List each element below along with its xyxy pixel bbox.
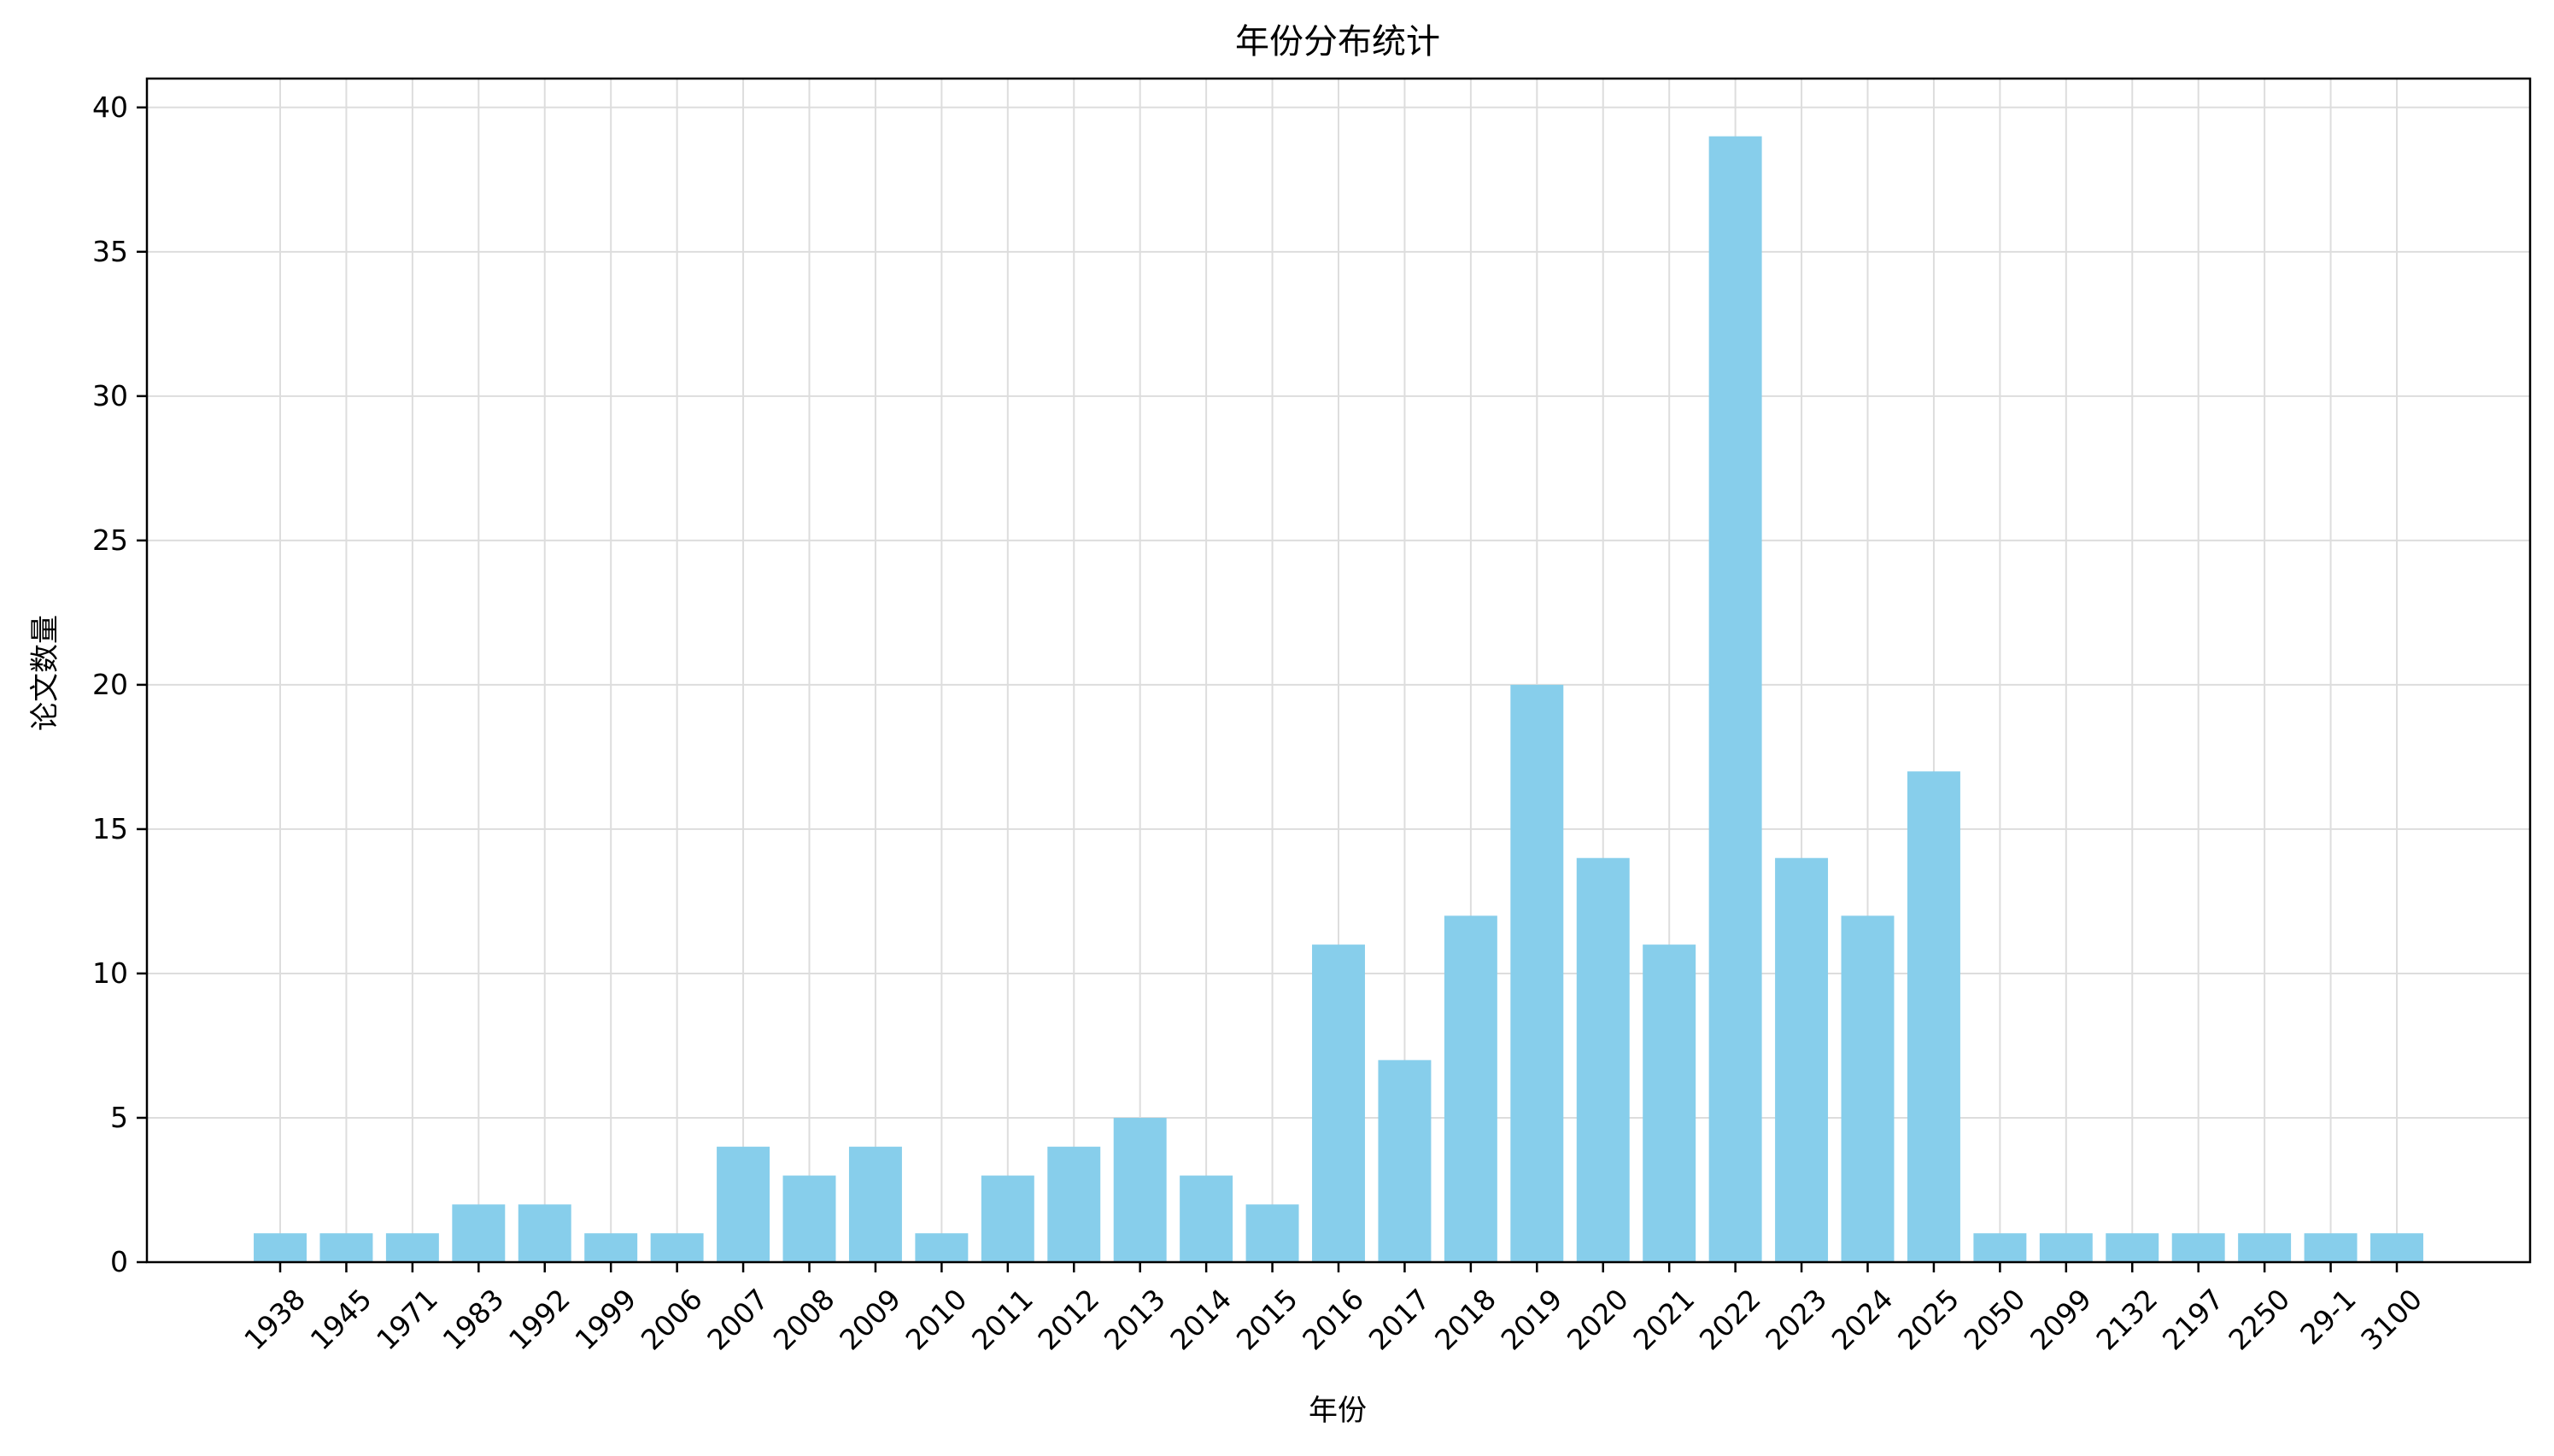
bar-2250 [2238, 1233, 2292, 1262]
x-tick-label: 2020 [1561, 1283, 1635, 1357]
x-tick-label: 2013 [1098, 1283, 1172, 1357]
bar-2015 [1245, 1204, 1299, 1262]
y-tick-label: 0 [110, 1245, 128, 1278]
bar-2018 [1444, 915, 1497, 1262]
x-tick-label: 2010 [899, 1283, 974, 1357]
grid-layer [147, 79, 2530, 1263]
x-tick-label: 2132 [2089, 1283, 2164, 1357]
bar-1938 [254, 1233, 307, 1262]
ticks-layer: 0510152025303540193819451971198319921999… [92, 91, 2428, 1357]
x-tick-label: 2006 [635, 1283, 709, 1357]
x-tick-label: 1999 [568, 1283, 642, 1357]
x-tick-label: 2008 [767, 1283, 841, 1357]
bars-layer [254, 136, 2423, 1263]
y-tick-label: 30 [92, 379, 128, 412]
bar-2012 [1047, 1146, 1101, 1262]
bar-2019 [1510, 684, 1564, 1262]
bar-2021 [1643, 944, 1696, 1262]
bar-1971 [385, 1233, 439, 1262]
bar-1945 [319, 1233, 373, 1262]
y-tick-label: 10 [92, 956, 128, 990]
x-tick-label: 2012 [1031, 1283, 1105, 1357]
x-tick-label: 2250 [2222, 1283, 2296, 1357]
y-tick-label: 40 [92, 91, 128, 124]
x-tick-label: 2018 [1428, 1283, 1503, 1357]
x-tick-label: 2197 [2156, 1283, 2230, 1357]
y-tick-label: 35 [92, 235, 128, 268]
y-tick-label: 25 [92, 523, 128, 557]
x-tick-label: 1938 [237, 1283, 312, 1357]
x-tick-label: 2023 [1759, 1283, 1833, 1357]
x-tick-label: 2017 [1362, 1283, 1437, 1357]
x-tick-label: 2099 [2024, 1283, 2098, 1357]
bar-1983 [452, 1204, 506, 1262]
x-tick-label: 2011 [965, 1283, 1040, 1357]
bar-2197 [2171, 1233, 2225, 1262]
x-tick-label: 2050 [1958, 1283, 2032, 1357]
bar-2099 [2039, 1233, 2093, 1262]
x-tick-label: 2015 [1230, 1283, 1304, 1357]
x-tick-label: 2021 [1626, 1283, 1701, 1357]
y-tick-label: 5 [110, 1101, 128, 1134]
x-tick-label: 2019 [1495, 1283, 1569, 1357]
x-tick-label: 29-1 [2293, 1283, 2363, 1352]
bar-2023 [1775, 857, 1829, 1262]
bar-2132 [2106, 1233, 2159, 1262]
bar-2013 [1113, 1117, 1167, 1262]
bar-2050 [1973, 1233, 2027, 1262]
y-tick-label: 15 [92, 812, 128, 845]
x-tick-label: 3100 [2354, 1283, 2428, 1357]
bar-2024 [1841, 915, 1895, 1262]
x-tick-label: 2007 [700, 1283, 775, 1357]
bar-2011 [981, 1175, 1034, 1262]
x-tick-label: 2024 [1825, 1283, 1900, 1357]
bar-2025 [1907, 771, 1960, 1262]
bar-2006 [650, 1233, 704, 1262]
bar-3100 [2370, 1233, 2423, 1262]
y-tick-label: 20 [92, 668, 128, 701]
y-axis-label: 论文数量 [28, 615, 62, 731]
x-tick-label: 1992 [502, 1283, 577, 1357]
x-tick-label: 2009 [833, 1283, 907, 1357]
x-tick-label: 2016 [1296, 1283, 1370, 1357]
bar-1992 [518, 1204, 571, 1262]
bar-2022 [1708, 136, 1762, 1263]
bar-1999 [584, 1233, 638, 1262]
chart-title: 年份分布统计 [1235, 22, 1440, 61]
x-tick-label: 1971 [370, 1283, 444, 1357]
bar-2009 [848, 1146, 902, 1262]
x-tick-label: 2014 [1163, 1283, 1238, 1357]
bar-2014 [1180, 1175, 1233, 1262]
bar-2016 [1312, 944, 1365, 1262]
x-tick-label: 1983 [436, 1283, 511, 1357]
bar-2008 [782, 1175, 836, 1262]
bar-2017 [1378, 1060, 1432, 1262]
x-tick-label: 2025 [1891, 1283, 1965, 1357]
bar-2020 [1576, 857, 1630, 1262]
bar-2010 [915, 1233, 969, 1262]
x-tick-label: 1945 [304, 1283, 378, 1357]
x-axis-label: 年份 [1309, 1394, 1367, 1428]
bar-2007 [717, 1146, 770, 1262]
bar-29-1 [2304, 1233, 2358, 1262]
x-tick-label: 2022 [1693, 1283, 1767, 1357]
